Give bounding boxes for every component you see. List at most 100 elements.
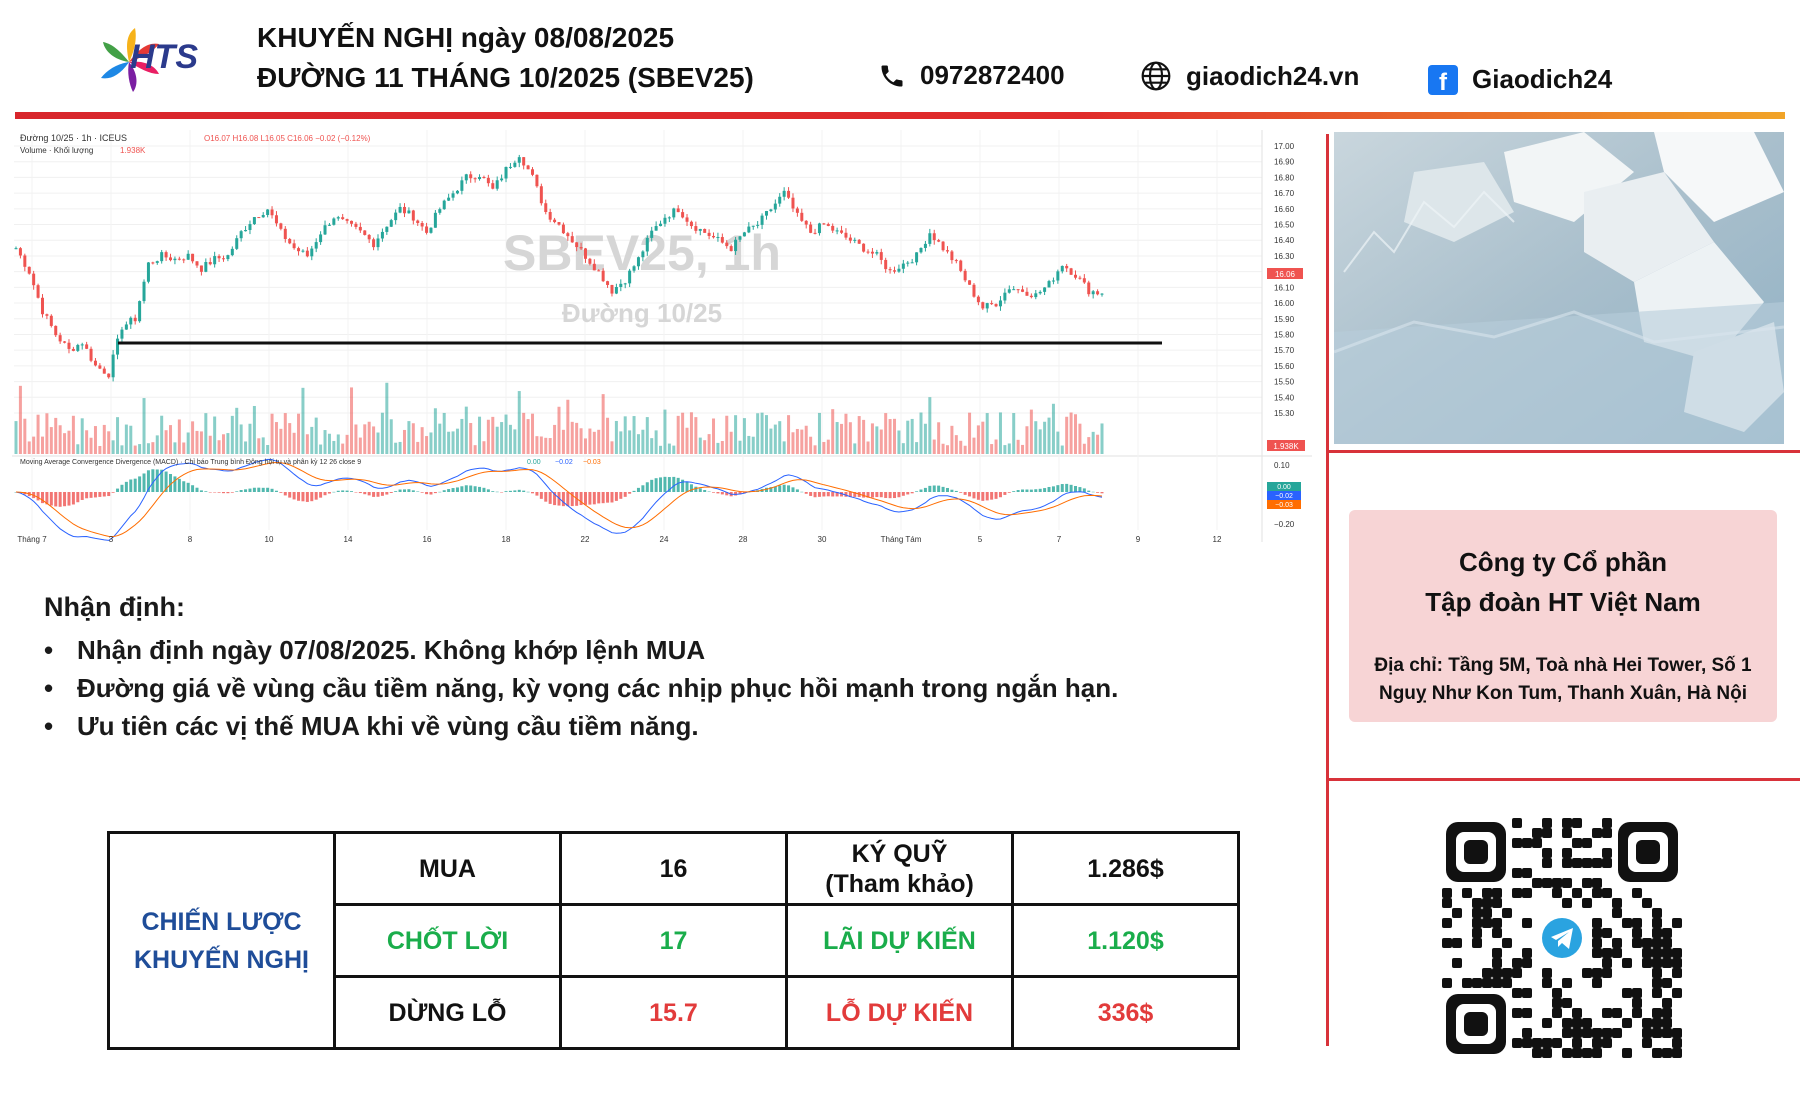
macd-histogram-bar: [217, 492, 221, 493]
candle: [301, 250, 305, 252]
volume-bar: [495, 426, 499, 454]
volume-bar: [76, 444, 80, 454]
expected-loss-label: LỖ DỰ KIẾN: [785, 975, 1014, 1050]
volume-bar: [570, 421, 574, 454]
volume-bar: [244, 441, 248, 454]
volume-bar: [129, 425, 133, 454]
macd-histogram-bar: [98, 492, 102, 497]
volume-label: Volume · Khối lượng: [20, 146, 93, 155]
candle: [177, 258, 181, 260]
volume-bar: [548, 438, 552, 454]
macd-histogram-bar: [844, 492, 848, 497]
volume-bar: [566, 399, 570, 454]
macd-histogram-bar: [928, 485, 932, 492]
macd-histogram-bar: [804, 492, 808, 494]
volume-bar: [486, 419, 490, 454]
macd-histogram-bar: [283, 492, 287, 496]
macd-histogram-bar: [672, 476, 676, 492]
macd-histogram-bar: [451, 488, 455, 492]
volume-bar: [694, 417, 698, 454]
candle: [513, 162, 517, 167]
telegram-qr-code[interactable]: [1442, 818, 1682, 1058]
macd-histogram-bar: [548, 492, 552, 504]
volume-bar: [689, 412, 693, 454]
brand-name: HTS: [130, 38, 198, 76]
volume-bar: [111, 440, 115, 454]
macd-histogram-bar: [941, 486, 945, 492]
analysis-bullet-3: Ưu tiên các vị thế MUA khi về vùng cầu t…: [44, 707, 1274, 745]
volume-bar: [751, 436, 755, 454]
volume-bar: [257, 438, 261, 454]
candle: [486, 177, 490, 184]
contact-facebook[interactable]: f Giaodich24: [1428, 64, 1612, 95]
volume-bar: [1051, 403, 1055, 454]
candle: [1007, 289, 1011, 293]
macd-histogram-bar: [1007, 492, 1011, 493]
x-tick-label: 14: [344, 535, 353, 544]
volume-bar: [1016, 439, 1020, 454]
macd-histogram-bar: [297, 492, 301, 501]
volume-bar: [579, 428, 583, 454]
macd-histogram-bar: [764, 487, 768, 492]
candle: [968, 280, 972, 285]
candle: [548, 212, 552, 220]
macd-histogram-bar: [394, 491, 398, 492]
candle: [778, 196, 782, 204]
macd-histogram-bar: [67, 492, 71, 506]
macd-histogram-bar: [261, 487, 265, 492]
right-column-divider: [1326, 134, 1329, 1046]
volume-bar: [654, 430, 658, 454]
macd-value-2: −0.02: [555, 459, 573, 466]
volume-bar: [120, 445, 124, 454]
contact-phone[interactable]: 0972872400: [878, 60, 1065, 91]
macd-histogram-bar: [950, 489, 954, 492]
macd-histogram-bar: [327, 492, 331, 494]
macd-histogram-bar: [990, 492, 994, 500]
candle: [747, 226, 751, 233]
volume-bar: [601, 394, 605, 454]
volume-bar: [972, 437, 976, 454]
volume-bar: [663, 409, 667, 454]
candle: [583, 248, 587, 259]
candle: [504, 166, 508, 179]
candle: [451, 193, 455, 198]
candle: [619, 283, 623, 288]
candle: [1091, 291, 1095, 295]
macd-histogram-bar: [703, 489, 707, 492]
volume-bar: [773, 424, 777, 454]
volume-bar: [45, 413, 49, 454]
volume-bar: [588, 428, 592, 454]
candle: [809, 224, 813, 233]
macd-histogram-bar: [636, 487, 640, 492]
facebook-icon: f: [1428, 64, 1458, 95]
macd-histogram-bar: [191, 485, 195, 492]
volume-bar: [398, 441, 402, 454]
candle: [398, 206, 402, 213]
candle: [411, 210, 415, 221]
macd-histogram-bar: [155, 469, 159, 492]
candle: [870, 251, 874, 254]
volume-bar: [831, 409, 835, 454]
candle: [1074, 274, 1078, 278]
candle: [283, 228, 287, 239]
candle: [698, 228, 702, 231]
right-divider-1: [1326, 450, 1800, 453]
volume-bar: [994, 439, 998, 454]
volume-bar: [756, 413, 760, 454]
candle: [252, 217, 256, 225]
volume-bar: [632, 416, 636, 454]
macd-histogram-bar: [213, 492, 217, 493]
candle: [672, 208, 676, 218]
macd-histogram-bar: [508, 490, 512, 492]
macd-histogram-bar: [111, 492, 115, 493]
volume-bar: [526, 419, 530, 454]
candle: [782, 190, 786, 197]
candle: [460, 180, 464, 191]
candle: [367, 234, 371, 240]
candle: [976, 296, 980, 303]
contact-website[interactable]: giaodich24.vn: [1140, 60, 1359, 92]
volume-bar: [504, 414, 508, 454]
macd-histogram-bar: [937, 485, 941, 492]
candle: [1082, 278, 1086, 283]
candle: [495, 180, 499, 189]
